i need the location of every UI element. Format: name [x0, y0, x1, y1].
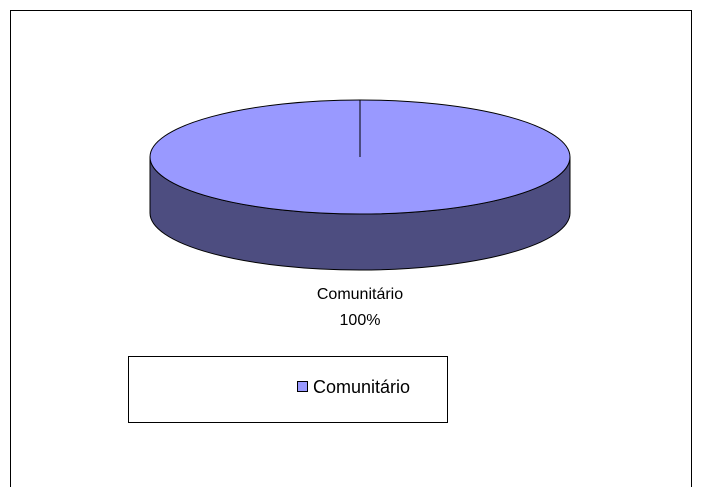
data-label-value: 100% — [340, 312, 381, 329]
legend-label: Comunitário — [313, 377, 410, 397]
legend-box — [128, 356, 448, 423]
data-label-name: Comunitário — [317, 286, 403, 303]
legend-swatch — [297, 381, 308, 392]
